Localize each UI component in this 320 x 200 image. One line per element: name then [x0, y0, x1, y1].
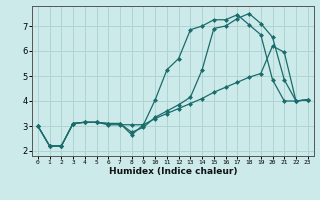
X-axis label: Humidex (Indice chaleur): Humidex (Indice chaleur) — [108, 167, 237, 176]
